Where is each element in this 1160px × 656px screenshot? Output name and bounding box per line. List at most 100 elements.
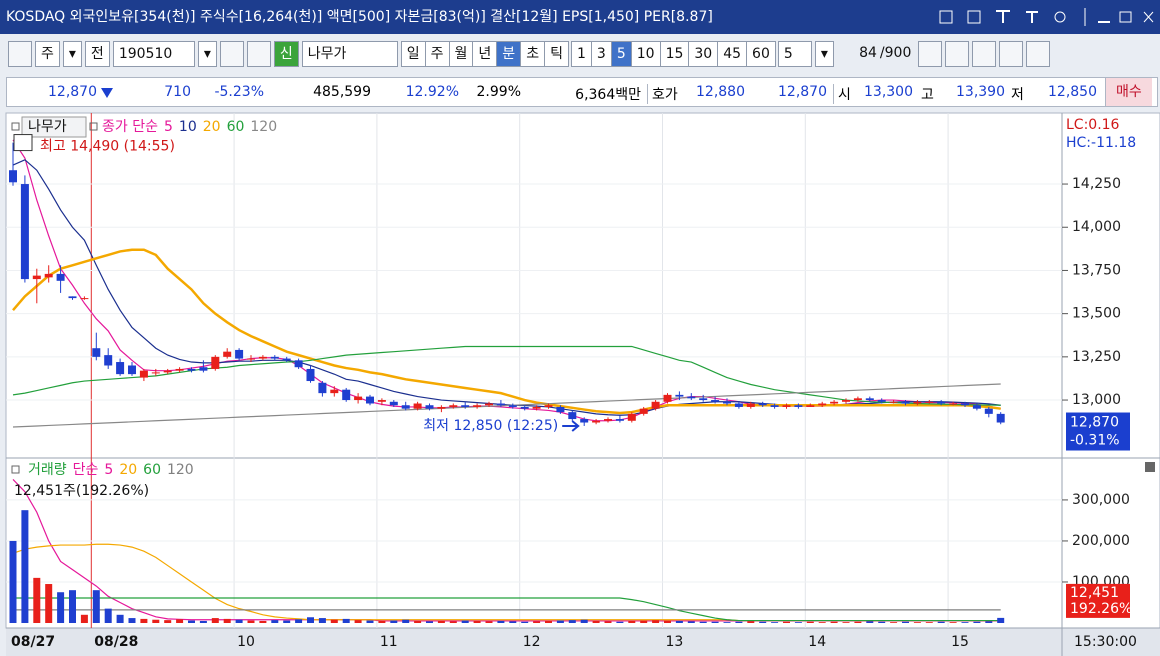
volume-bar — [616, 621, 624, 623]
volume-bar — [771, 622, 779, 623]
dropdown[interactable]: ▾ — [197, 41, 217, 67]
x-tick-label: 08/27 — [11, 634, 55, 650]
x-tick-label: 12 — [523, 634, 541, 650]
period-button[interactable]: 년 — [472, 41, 498, 67]
period-button[interactable]: 초 — [520, 41, 546, 67]
legend-item: 120 — [167, 462, 194, 478]
search-icon[interactable] — [219, 41, 244, 67]
volume-bar — [842, 622, 850, 623]
period-button[interactable]: 월 — [448, 41, 474, 67]
volume-bar — [104, 608, 112, 623]
interval-button[interactable]: 60 — [746, 41, 776, 67]
candle-body — [449, 405, 458, 407]
icon[interactable] — [967, 10, 981, 24]
volume-bar — [449, 621, 457, 623]
candle-body — [639, 408, 648, 414]
volume-bar — [426, 621, 433, 623]
volume-bar — [675, 620, 683, 623]
code-input[interactable]: 190510 — [112, 41, 195, 67]
name-input[interactable]: 나무가 — [301, 41, 398, 67]
candle-body — [901, 401, 910, 404]
volume-bar — [247, 620, 255, 623]
y-tick-label: 13,000 — [1072, 392, 1121, 408]
volume-bar — [664, 620, 671, 623]
count-input[interactable]: 5 — [777, 41, 812, 67]
menu-icon[interactable] — [8, 41, 32, 67]
title-text: KOSDAQ 외국인보유[354(천)] 주식수[16,264(천)] 액면[5… — [6, 9, 713, 25]
bid: 12,870 — [778, 84, 827, 100]
x-tick-label: 14 — [808, 634, 826, 650]
candle-body — [794, 405, 803, 407]
chart-background — [5, 112, 1160, 629]
maximize[interactable] — [1119, 11, 1132, 23]
buy-button[interactable]: 매수 — [1105, 78, 1152, 106]
volume-bar — [69, 590, 76, 623]
volume-bar — [652, 620, 660, 623]
chart: LC:0.16 HC:-11.18 15:30:00 08/27 08/28 10 1… — [5, 112, 1160, 656]
candle-body — [354, 396, 363, 401]
candle-body — [306, 368, 315, 382]
candle-body — [139, 370, 148, 378]
candle-body — [675, 394, 684, 397]
close[interactable] — [1143, 11, 1154, 23]
new-badge[interactable]: 신 — [273, 41, 299, 67]
candle-body — [342, 389, 351, 401]
volume-bar — [521, 621, 529, 623]
candle-body — [401, 405, 410, 409]
volume-bar — [259, 620, 267, 623]
volume-bar — [806, 621, 814, 623]
dropdown[interactable]: ▾ — [62, 41, 82, 67]
icon[interactable] — [996, 10, 1010, 23]
interval-button[interactable]: 45 — [717, 41, 748, 67]
volume-bar — [176, 619, 184, 623]
dropdown[interactable]: ▾ — [814, 41, 834, 67]
candle-body — [9, 170, 17, 183]
candle-body — [32, 275, 41, 280]
volume-bar — [307, 617, 314, 623]
checkbox[interactable] — [1026, 41, 1051, 67]
candle-body — [996, 413, 1005, 423]
settings-icon[interactable] — [999, 41, 1024, 67]
volume-bar — [711, 621, 719, 623]
prev-button[interactable]: 전 — [84, 41, 110, 67]
candle-body — [413, 403, 422, 409]
volume-bar — [128, 618, 136, 623]
interval-button[interactable]: 1 — [570, 41, 592, 67]
panel-close[interactable] — [1145, 462, 1155, 472]
interval-button[interactable]: 5 — [610, 41, 632, 67]
sound-icon[interactable] — [246, 41, 271, 67]
legend-label: 거래량 — [28, 462, 67, 478]
save-icon[interactable] — [972, 41, 997, 67]
interval-button[interactable]: 10 — [630, 41, 661, 67]
candle-body — [746, 403, 755, 407]
last-volume-rate: 192.26% — [1070, 601, 1132, 617]
market-select[interactable]: 주 — [35, 41, 60, 67]
period-button[interactable]: 일 — [400, 41, 426, 67]
low-arrow — [562, 420, 580, 432]
icon[interactable] — [1026, 11, 1038, 23]
volume-bar — [818, 622, 826, 623]
last-price: 12,870 — [1070, 415, 1119, 431]
volume-bar — [497, 620, 505, 623]
lc-label: LC:0.16 — [1066, 117, 1120, 133]
volume-bar — [533, 621, 541, 623]
tool-icon[interactable] — [945, 41, 970, 67]
volume-bar — [223, 618, 231, 623]
period-button[interactable]: 주 — [424, 41, 450, 67]
candle-body — [651, 401, 660, 409]
volume-bar — [604, 621, 612, 623]
period-button[interactable]: 틱 — [544, 41, 569, 67]
candle-body — [235, 349, 244, 359]
icon[interactable] — [939, 10, 953, 24]
tool-icon[interactable] — [918, 41, 943, 67]
candle-body — [508, 405, 517, 407]
open-label: 시 — [833, 84, 851, 104]
interval-button[interactable]: 15 — [659, 41, 690, 67]
interval-button[interactable]: 3 — [590, 41, 612, 67]
price: 12,870 — [48, 84, 97, 100]
candle-body — [723, 401, 731, 404]
interval-button[interactable]: 30 — [688, 41, 719, 67]
icon[interactable] — [1054, 11, 1066, 23]
volume-bar — [735, 621, 743, 623]
period-button[interactable]: 분 — [496, 41, 522, 67]
